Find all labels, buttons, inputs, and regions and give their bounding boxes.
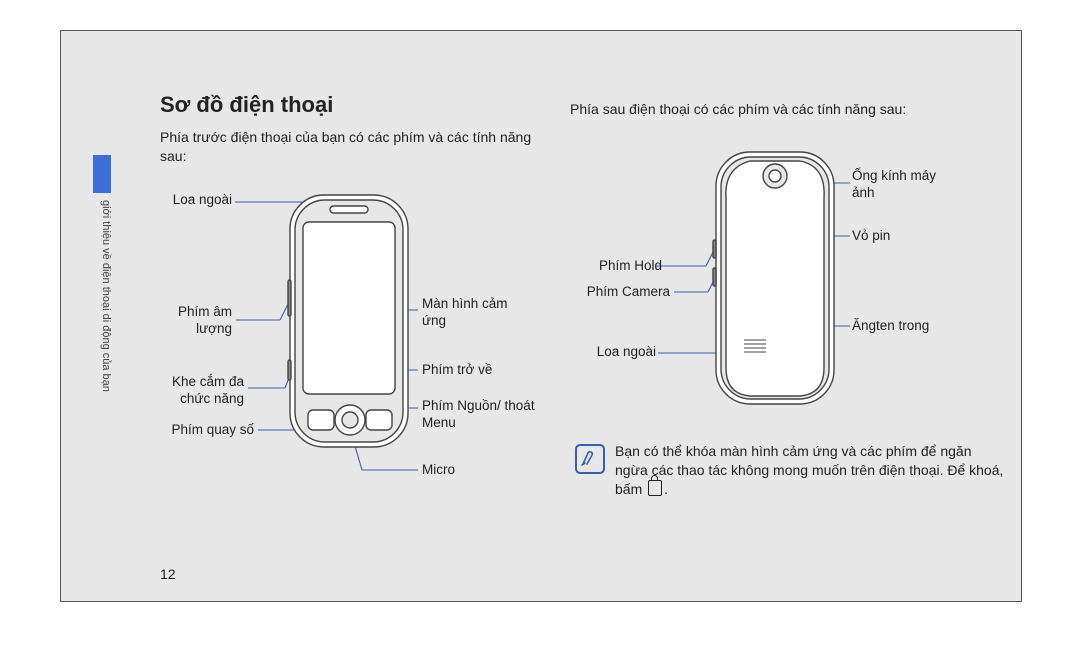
label-camera-lens: Ống kính máy ảnh — [852, 168, 962, 202]
label-microphone: Micro — [422, 462, 502, 479]
label-volume-key: Phím âm lượng — [160, 304, 232, 338]
label-hold-key: Phím Hold — [582, 258, 662, 275]
label-touchscreen: Màn hình cảm ứng — [422, 296, 532, 330]
note-text-part1: Bạn có thể khóa màn hình cảm ứng và các … — [615, 443, 1003, 497]
page-title: Sơ đồ điện thoại — [160, 92, 333, 118]
label-multi-jack: Khe cắm đa chức năng — [150, 374, 244, 408]
label-battery-cover: Vỏ pin — [852, 228, 942, 245]
label-back-key: Phím trở về — [422, 362, 532, 379]
note-row: Bạn có thể khóa màn hình cảm ứng và các … — [575, 442, 1005, 499]
lock-icon — [648, 480, 662, 496]
label-camera-key: Phím Camera — [566, 284, 670, 301]
side-running-title: giới thiệu về điện thoại di động của bạn — [100, 200, 112, 392]
front-intro-text: Phía trước điện thoại của bạn có các phí… — [160, 128, 560, 166]
section-tab — [93, 155, 111, 193]
label-power-key: Phím Nguồn/ thoát Menu — [422, 398, 542, 432]
label-antenna: Ăngten trong — [852, 318, 962, 335]
label-front-speaker: Loa ngoài — [162, 192, 232, 209]
note-text-part2: . — [664, 481, 668, 497]
back-intro-text: Phía sau điện thoại có các phím và các t… — [570, 100, 1000, 119]
label-dial-key: Phím quay số — [150, 422, 254, 439]
note-icon — [575, 444, 605, 474]
label-back-speaker: Loa ngoài — [576, 344, 656, 361]
note-text: Bạn có thể khóa màn hình cảm ứng và các … — [615, 442, 1005, 499]
page-number: 12 — [160, 566, 176, 582]
